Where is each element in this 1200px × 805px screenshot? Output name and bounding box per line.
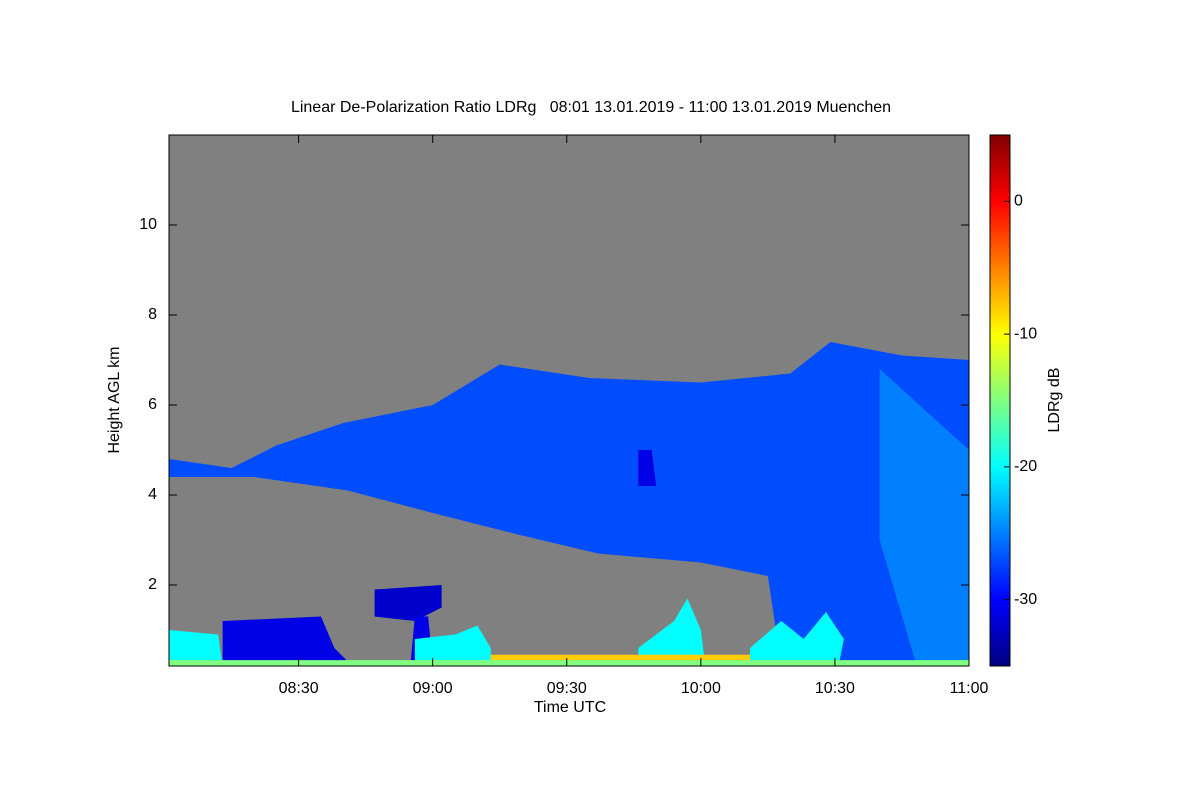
- y-axis-label: Height AGL km: [106, 346, 123, 453]
- ldr-region: [490, 654, 751, 662]
- ldr-region: [750, 612, 844, 662]
- colorbar: [989, 134, 1011, 667]
- ldr-region: [638, 450, 657, 486]
- x-tick-label: 11:00: [950, 680, 989, 697]
- ldr-region: [222, 616, 353, 666]
- x-tick-label: 09:00: [413, 680, 453, 697]
- plot-frame: [168, 134, 970, 667]
- colorbar-tick-label: -20: [1014, 458, 1037, 475]
- colorbar-tick-label: -10: [1014, 325, 1037, 342]
- colorbar-tick-label: -30: [1014, 591, 1037, 608]
- ldr-region: [374, 585, 442, 621]
- ldr-region: [879, 369, 969, 662]
- ldr-region: [169, 660, 969, 666]
- x-tick-label: 09:30: [547, 680, 587, 697]
- y-tick-label: 8: [148, 306, 157, 323]
- colorbar-tick-label: 0: [1014, 193, 1023, 210]
- x-tick-label: 10:30: [815, 680, 855, 697]
- y-tick-label: 10: [139, 216, 157, 233]
- colorbar-label: LDRg dB: [1046, 368, 1063, 433]
- y-tick-label: 2: [148, 576, 157, 593]
- ldr-region: [414, 625, 491, 666]
- ldr-region: [169, 342, 969, 666]
- chart-title: Linear De-Polarization Ratio LDRg 08:01 …: [291, 99, 891, 116]
- ldr-region: [638, 598, 706, 666]
- y-tick-label: 6: [148, 396, 157, 413]
- x-axis-label: Time UTC: [534, 699, 606, 716]
- x-tick-label: 08:30: [279, 680, 319, 697]
- ldr-region: [169, 630, 223, 666]
- x-tick-label: 10:00: [681, 680, 721, 697]
- y-tick-label: 4: [148, 486, 157, 503]
